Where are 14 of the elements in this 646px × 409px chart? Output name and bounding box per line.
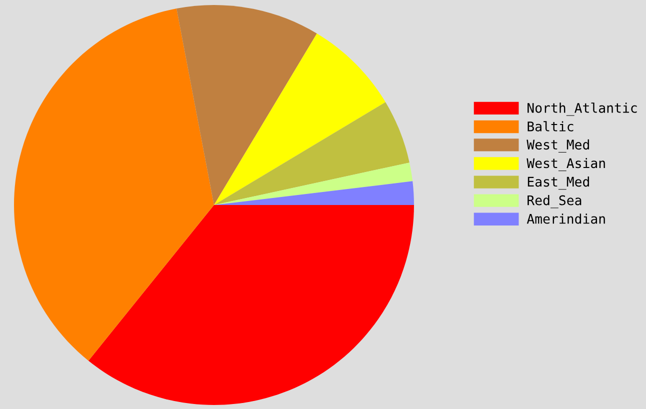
legend-label: Red_Sea: [528, 195, 582, 208]
legend-label: Amerindian: [526, 214, 605, 224]
pie-slice: [214, 102, 410, 205]
legend-label: East_Med: [528, 176, 589, 190]
legend-label: West_Asian: [526, 158, 605, 172]
pie-slice: [214, 181, 414, 205]
pie-slice: [176, 5, 317, 205]
legend-label: North_Atlantic: [528, 102, 637, 116]
pie-slice: [14, 8, 214, 361]
pie-slice: [214, 162, 413, 205]
legend-label: Baltic: [528, 121, 574, 132]
legend-label: West_Med: [526, 139, 589, 153]
pie-slice: [88, 205, 414, 405]
pie-slice: [214, 33, 386, 205]
